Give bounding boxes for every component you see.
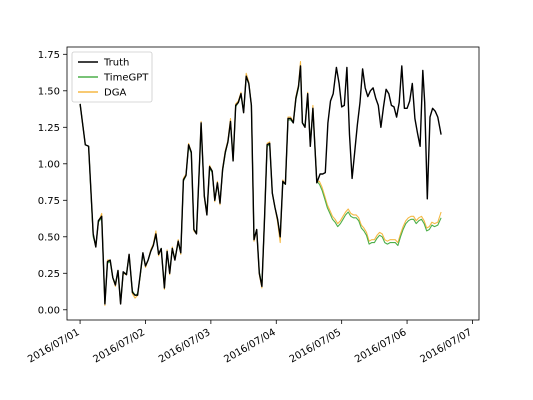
y-tick-label: 0.75 bbox=[38, 196, 60, 207]
legend: Truth TimeGPT DGA bbox=[71, 51, 153, 103]
y-tick-label: 1.50 bbox=[38, 86, 60, 97]
series-line-truth bbox=[79, 65, 442, 305]
legend-box bbox=[71, 51, 153, 103]
y-tick-label: 1.00 bbox=[38, 159, 60, 170]
x-tick-label: 2016/07/04 bbox=[222, 327, 277, 365]
x-axis: 2016/07/01 2016/07/02 2016/07/03 2016/07/04… bbox=[26, 320, 474, 365]
plot-area bbox=[66, 46, 480, 321]
x-tick-label: 2016/07/06 bbox=[353, 327, 408, 365]
y-tick-label: 0.00 bbox=[38, 305, 60, 316]
y-axis: 0.00 0.25 0.50 0.75 1.00 1.25 1.50 1.75 bbox=[38, 50, 67, 316]
x-tick-label: 2016/07/05 bbox=[288, 327, 343, 365]
series-layer bbox=[79, 61, 442, 306]
y-tick-label: 0.25 bbox=[38, 269, 60, 280]
y-tick-label: 1.25 bbox=[38, 123, 60, 134]
legend-label-dga: DGA bbox=[104, 88, 126, 99]
x-tick-label: 2016/07/07 bbox=[419, 327, 474, 365]
legend-label-truth: Truth bbox=[103, 58, 129, 69]
x-tick-label: 2016/07/03 bbox=[157, 327, 212, 365]
y-tick-label: 0.50 bbox=[38, 232, 60, 243]
y-tick-label: 1.75 bbox=[38, 50, 60, 61]
legend-label-timegpt: TimeGPT bbox=[103, 73, 149, 84]
x-tick-label: 2016/07/01 bbox=[26, 327, 81, 365]
x-tick-label: 2016/07/02 bbox=[92, 327, 147, 365]
series-line-timegpt bbox=[79, 66, 442, 304]
